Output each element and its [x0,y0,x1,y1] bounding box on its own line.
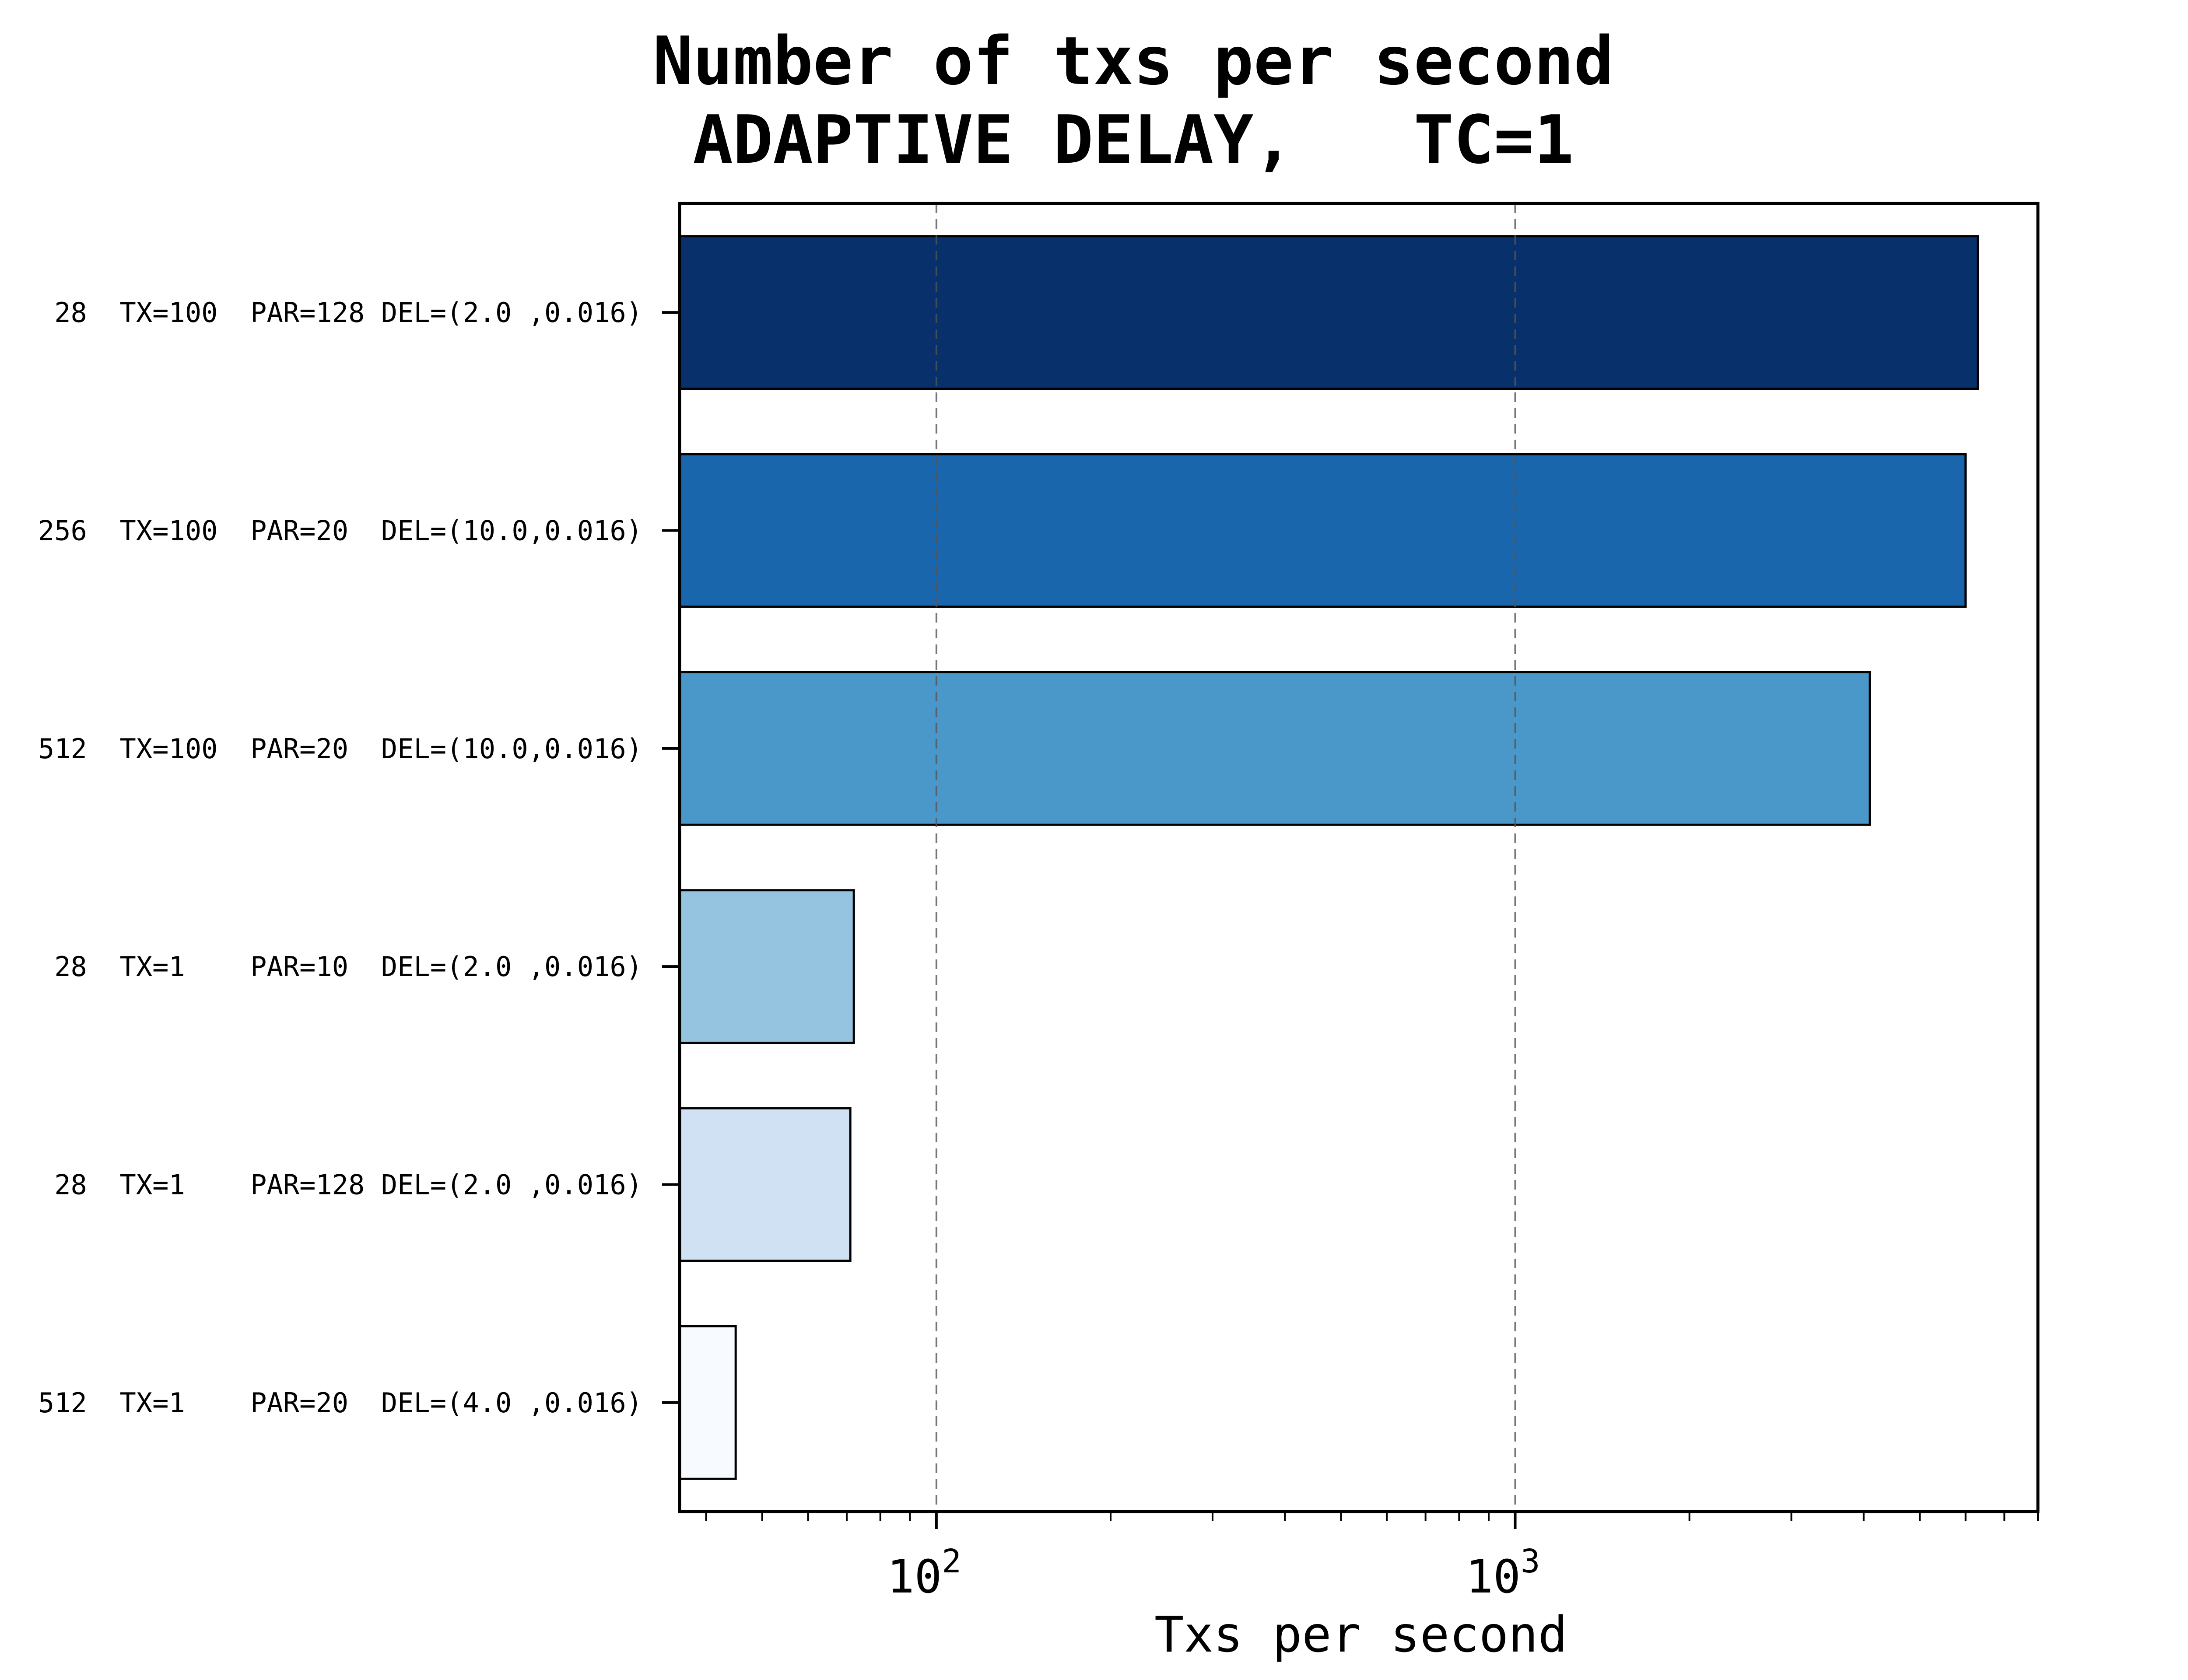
y-tick-label-0: 28 TX=100 PAR=128 DEL=(2.0 ,0.016) [54,297,642,329]
bar-4 [678,1107,852,1262]
plot-frame [678,202,2040,1513]
y-tick-label-5: 512 TX=1 PAR=20 DEL=(4.0 ,0.016) [38,1387,642,1419]
x-tick-label-1: 103 [1466,1543,1540,1603]
bar-3 [678,889,855,1044]
bar-5 [678,1325,737,1480]
plot-area: 28 TX=100 PAR=128 DEL=(2.0 ,0.016) 256 TX… [38,202,2040,1603]
x-tick-exponent: 3 [1521,1543,1540,1580]
x-tick-base: 10 [1466,1550,1521,1603]
x-tick-base: 10 [887,1550,942,1603]
bar-1 [678,453,1967,608]
bar-2 [678,671,1871,826]
y-tick-label-1: 256 TX=100 PAR=20 DEL=(10.0,0.016) [38,515,642,547]
y-tick-label-2: 512 TX=100 PAR=20 DEL=(10.0,0.016) [38,733,642,765]
y-tick-label-3: 28 TX=1 PAR=10 DEL=(2.0 ,0.016) [54,951,642,983]
plot-background [680,203,2038,1512]
y-tick-label-4: 28 TX=1 PAR=128 DEL=(2.0 ,0.016) [54,1169,642,1201]
chart-title-line-2: ADAPTIVE DELAY, TC=1 [693,101,1574,178]
bar-0 [678,235,1979,390]
chart-title-line-1: Number of txs per second [653,22,1614,100]
x-axis-label: Txs per second [1154,1606,1567,1663]
x-tick-exponent: 2 [942,1543,961,1580]
x-tick-label-0: 102 [887,1543,961,1603]
